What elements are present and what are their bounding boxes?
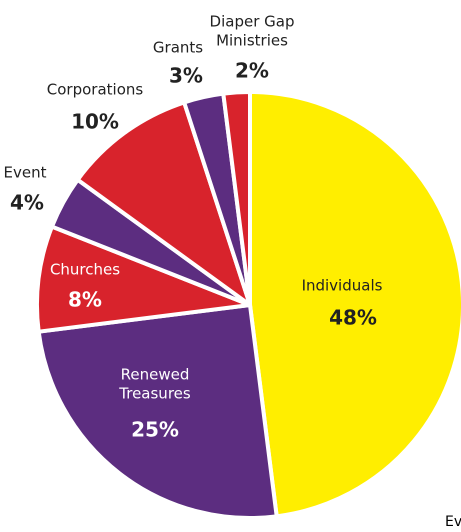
slice-value-label: 4% [10, 190, 44, 215]
slice-label: Corporations [46, 80, 144, 99]
slice-value-label: 48% [329, 305, 377, 330]
slice-label: Churches [49, 260, 121, 279]
pie-slice [75, 100, 252, 307]
pie-slice [248, 90, 461, 519]
slice-value-label: 10% [71, 109, 119, 134]
slice-label: Individuals [301, 276, 383, 295]
pie-slice [36, 303, 279, 520]
slice-value-label: 25% [131, 417, 179, 442]
clipped-label: Even [445, 514, 461, 530]
pie-slice [35, 224, 252, 334]
pie-slice [221, 90, 252, 307]
slice-label: Grants [152, 38, 204, 57]
slice-label: Renewed Treasures [119, 365, 191, 402]
slice-value-label: 2% [235, 58, 269, 83]
slice-label: Event [3, 163, 47, 182]
slice-value-label: 3% [169, 63, 203, 88]
slice-value-label: 8% [68, 287, 102, 312]
slice-label: Diaper Gap Ministries [209, 12, 295, 49]
